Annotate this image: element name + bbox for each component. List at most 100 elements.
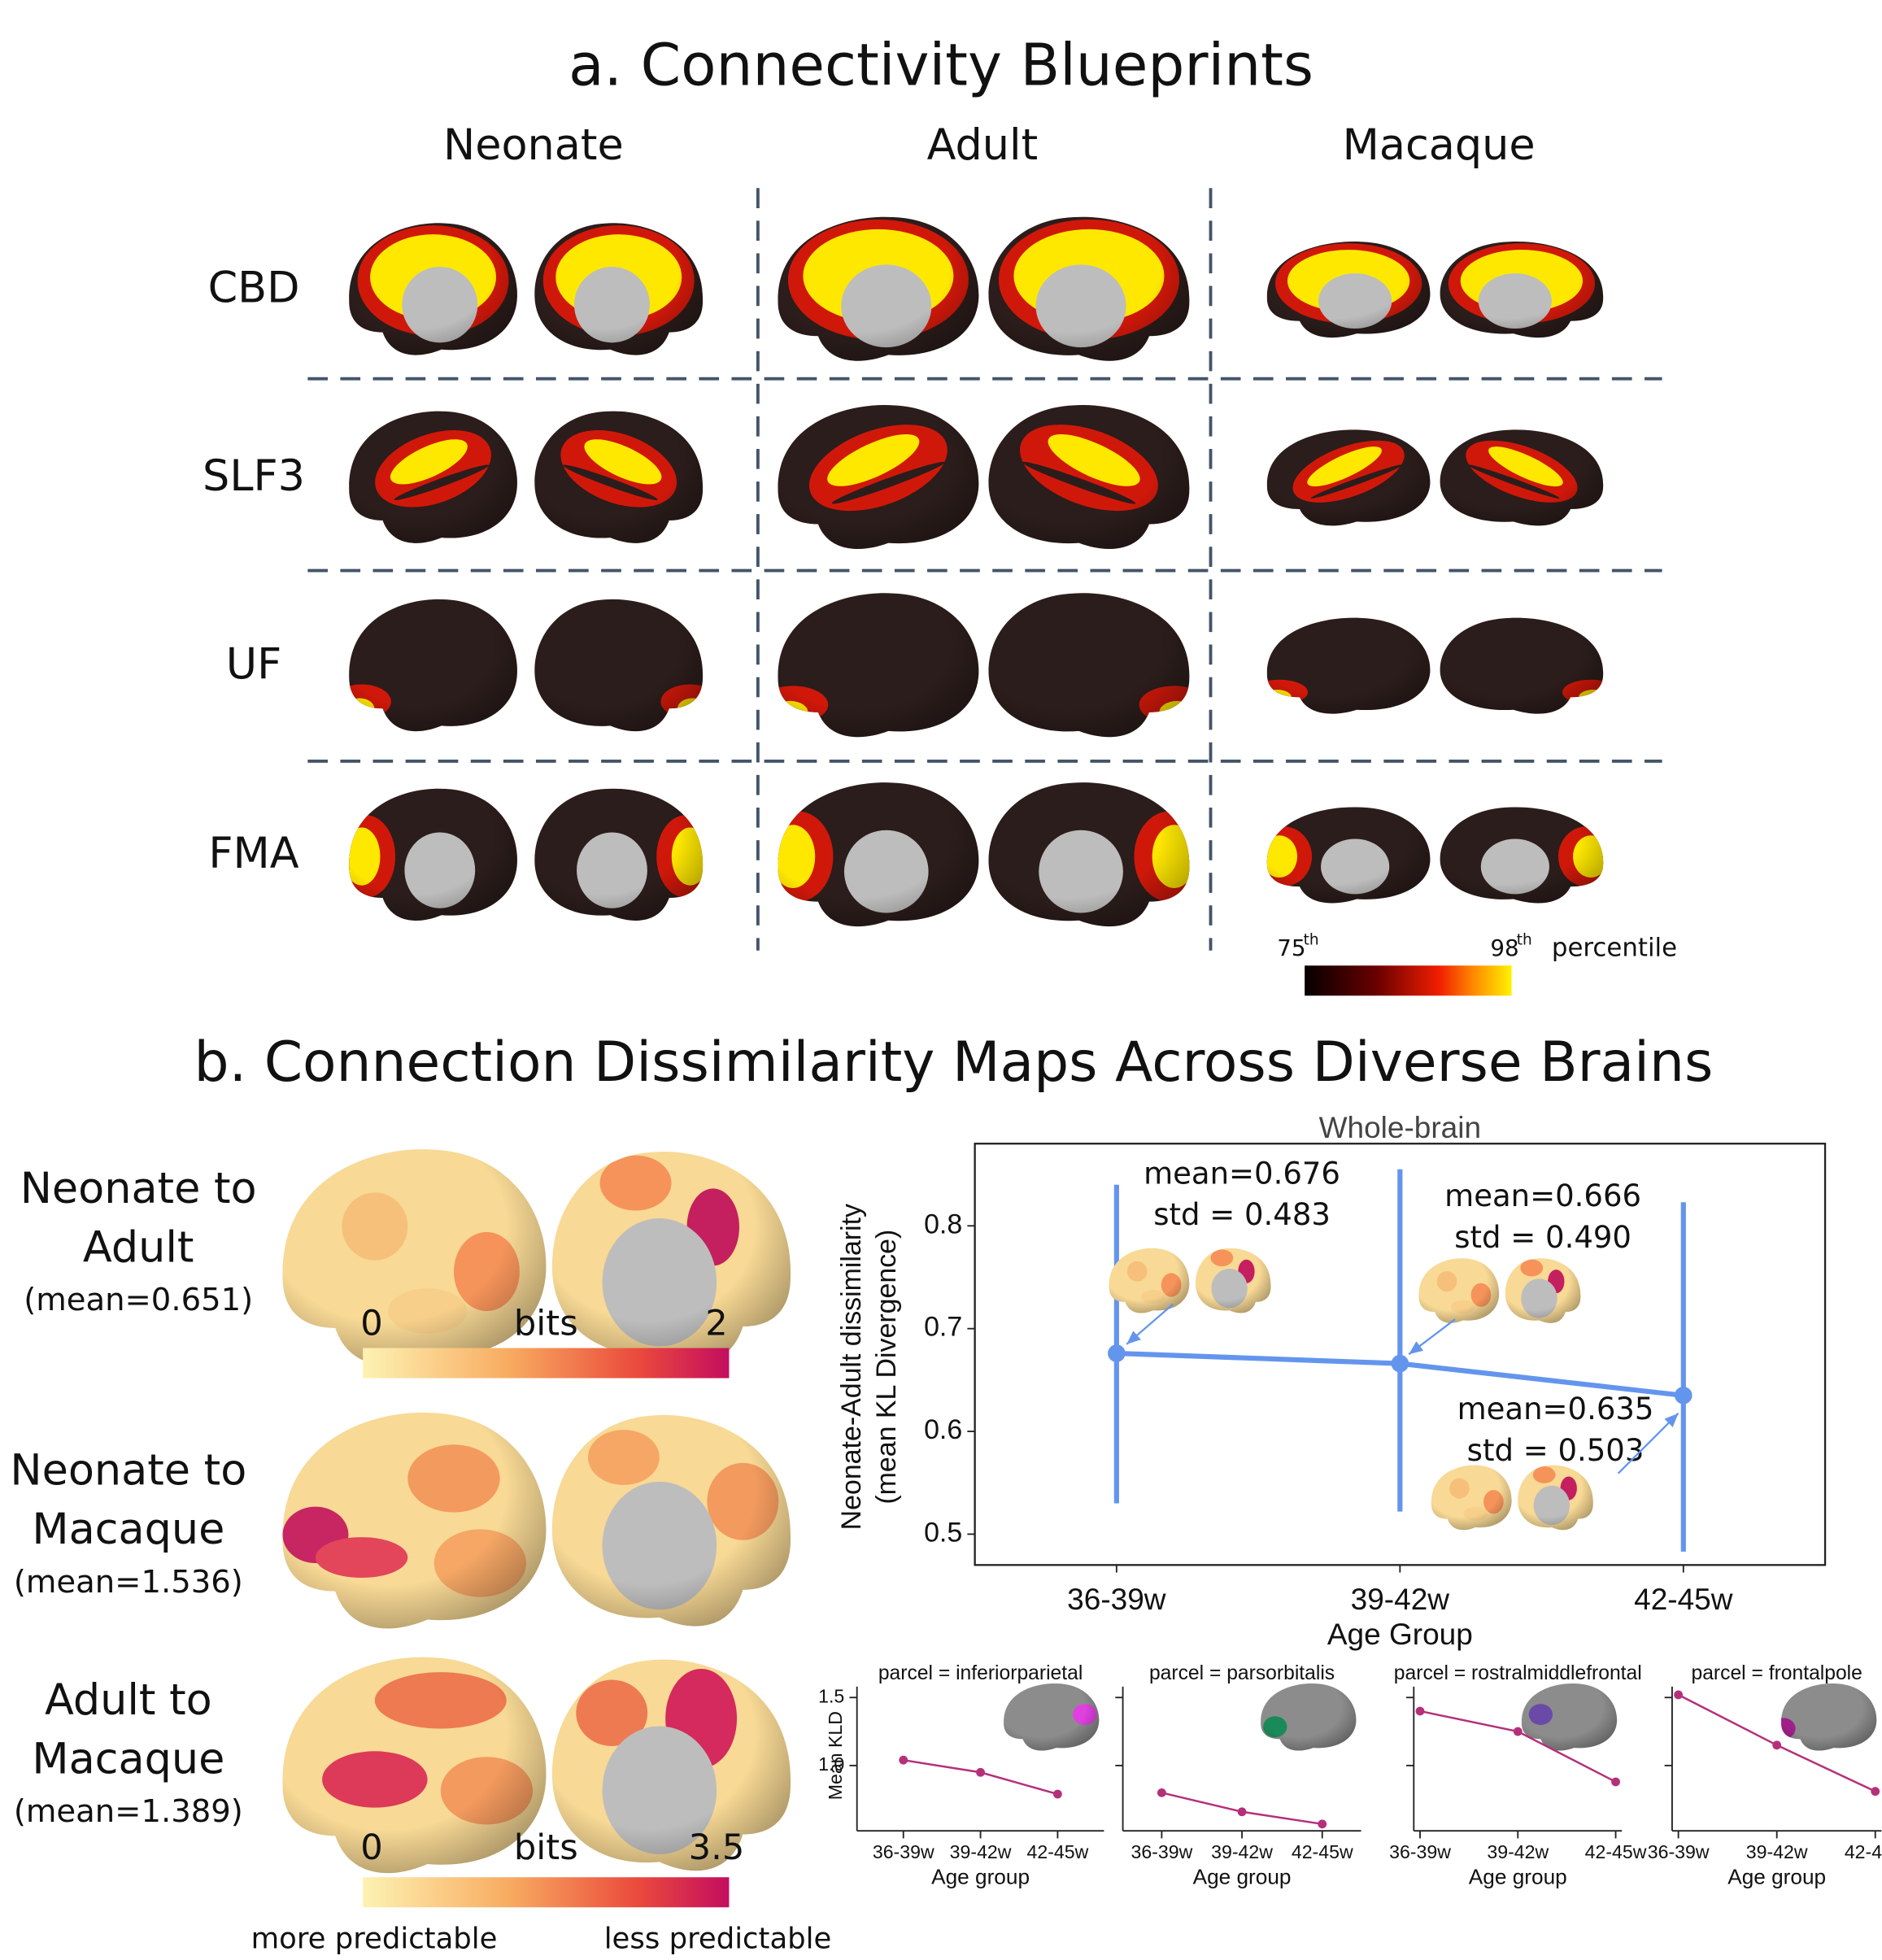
- brain-shading: [349, 411, 517, 543]
- inset-brain: [1109, 1248, 1190, 1313]
- label: parcel = parsorbitalis: [1149, 1662, 1335, 1684]
- colorbar: [1305, 965, 1512, 996]
- label: a. Connectivity Blueprints: [569, 31, 1313, 98]
- brain: [1440, 429, 1604, 526]
- brain-shading: [1518, 1465, 1593, 1531]
- colorbar-label: 98: [1490, 934, 1518, 961]
- label: 0: [360, 1827, 382, 1868]
- label: 36-39w: [1648, 1841, 1710, 1862]
- label: Age group: [1193, 1865, 1292, 1889]
- label: more predictable: [251, 1922, 498, 1955]
- brain: [282, 1149, 547, 1365]
- label: 2: [705, 1303, 727, 1344]
- label: 42-45w: [1585, 1841, 1647, 1862]
- brain-shading: [551, 1152, 791, 1363]
- brain-shading: [282, 1149, 547, 1365]
- y-tick-label: 0.6: [924, 1414, 962, 1445]
- brain: [282, 1412, 547, 1629]
- label: 42-45w: [1845, 1841, 1882, 1862]
- brain-shading: [1266, 242, 1431, 338]
- inset-brain: [1431, 1465, 1512, 1531]
- series-point: [1675, 1387, 1692, 1405]
- label: parcel = frontalpole: [1691, 1662, 1862, 1684]
- brain: [988, 404, 1190, 550]
- inset-brain: [1195, 1248, 1271, 1313]
- brain: [988, 216, 1190, 361]
- series-point: [1415, 1706, 1425, 1716]
- label: Whole-brain: [1319, 1111, 1481, 1144]
- brain-shading: [551, 1414, 791, 1627]
- brain: [778, 782, 979, 927]
- label: 39-42w: [1487, 1841, 1549, 1862]
- series-point: [1871, 1787, 1880, 1797]
- brain: [534, 411, 704, 543]
- label: Neonate-Adult dissimilarity: [836, 1204, 867, 1530]
- inset-brain: [1004, 1683, 1100, 1751]
- brain-shading: [282, 1412, 547, 1629]
- brain: [778, 593, 979, 738]
- label: Mean KLD: [825, 1711, 846, 1800]
- brain: [778, 404, 979, 550]
- label: Age group: [931, 1865, 1030, 1889]
- label: Age group: [1727, 1865, 1826, 1889]
- brain: [988, 593, 1190, 738]
- inset-brain: [1518, 1465, 1593, 1531]
- series-point: [1772, 1740, 1782, 1750]
- brain-shading: [1521, 1683, 1618, 1751]
- label: Neonate to: [10, 1446, 246, 1496]
- brain-shading: [534, 411, 704, 543]
- brain: [551, 1414, 791, 1627]
- brain-shading: [282, 1657, 547, 1874]
- label: std = 0.483: [1153, 1197, 1331, 1232]
- brain-shading: [349, 223, 517, 355]
- brain-shading: [534, 223, 704, 355]
- label: (mean KL Divergence): [871, 1230, 902, 1505]
- brain-shading: [778, 404, 979, 550]
- label: less predictable: [604, 1922, 832, 1955]
- colorbar: [363, 1348, 730, 1379]
- label: FMA: [208, 829, 298, 878]
- label: mean=0.676: [1144, 1156, 1340, 1191]
- y-tick-label: 0.5: [924, 1517, 962, 1548]
- label: Neonate to: [20, 1164, 257, 1213]
- brain-shading: [1195, 1248, 1271, 1313]
- inset-brain: [1418, 1258, 1500, 1323]
- series-point: [1237, 1807, 1247, 1817]
- brain: [1440, 617, 1604, 714]
- brain: [551, 1152, 791, 1363]
- brain-shading: [1109, 1248, 1190, 1313]
- y-tick-label: 0.8: [924, 1209, 962, 1239]
- brain: [1440, 807, 1604, 904]
- brain-shading: [1004, 1683, 1100, 1751]
- brain: [349, 223, 517, 355]
- brain-shading: [778, 216, 979, 361]
- label: bits: [514, 1303, 578, 1344]
- series-point: [1391, 1354, 1409, 1373]
- arrow-head: [1126, 1331, 1141, 1344]
- inset-brain: [1261, 1683, 1357, 1751]
- brain: [551, 1659, 791, 1871]
- brain-shading: [778, 782, 979, 927]
- label: Adult: [83, 1222, 194, 1272]
- panel-a-grid: [307, 188, 1662, 951]
- brain: [349, 599, 517, 732]
- label: Macaque: [32, 1734, 224, 1784]
- label: std = 0.503: [1467, 1433, 1645, 1468]
- label: 42-45w: [1026, 1841, 1088, 1862]
- brain-shading: [551, 1659, 791, 1871]
- label: 36-39w: [1131, 1841, 1192, 1862]
- label: 0: [360, 1303, 382, 1344]
- brain: [1266, 617, 1431, 714]
- brain-shading: [1266, 429, 1431, 526]
- brain-shading: [349, 788, 517, 921]
- brain-shading: [1266, 617, 1431, 714]
- brain: [1266, 807, 1431, 904]
- arrow: [1617, 1412, 1679, 1474]
- series-point: [899, 1755, 908, 1765]
- label: 39-42w: [1351, 1583, 1450, 1616]
- brain-shading: [1781, 1683, 1877, 1751]
- brain: [1266, 242, 1431, 338]
- brain-shading: [1440, 617, 1604, 714]
- label: 3.5: [689, 1827, 745, 1868]
